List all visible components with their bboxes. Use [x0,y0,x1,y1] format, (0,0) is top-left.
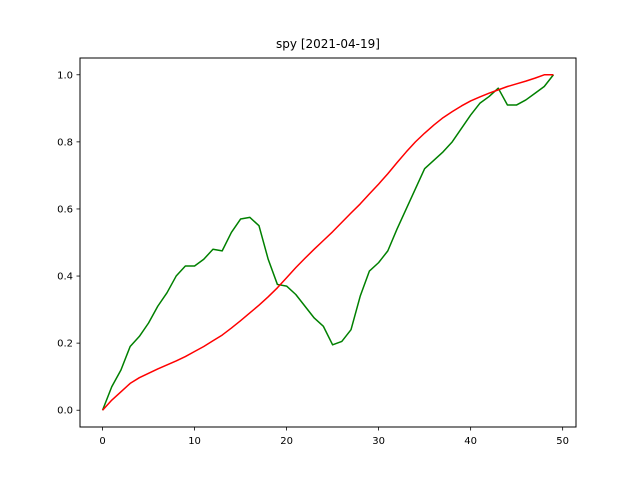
x-tick-label: 50 [556,436,569,447]
chart-title: spy [2021-04-19] [276,37,380,51]
y-axis-ticks: 0.0 0.2 0.4 0.6 0.8 1.0 [57,70,80,417]
x-tick-label: 40 [464,436,477,447]
y-tick-label: 0.0 [57,406,73,417]
x-axis-ticks: 0 10 20 30 40 50 [99,427,569,447]
series-layer [101,74,555,411]
series-line-1 [101,74,555,411]
y-tick-label: 0.6 [57,204,73,215]
axes-frame [79,57,577,428]
series-line-2 [101,74,554,411]
y-tick-label: 0.8 [57,137,73,148]
y-tick-label: 0.4 [57,272,73,283]
y-tick-label: 1.0 [57,70,73,81]
x-tick-label: 10 [188,436,201,447]
x-tick-label: 30 [372,436,385,447]
x-tick-label: 0 [99,436,105,447]
x-tick-label: 20 [280,436,293,447]
y-tick-label: 0.2 [57,339,73,350]
